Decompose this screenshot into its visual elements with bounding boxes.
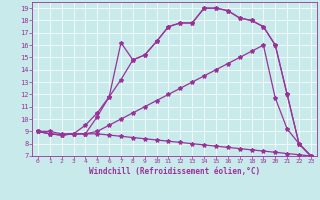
X-axis label: Windchill (Refroidissement éolien,°C): Windchill (Refroidissement éolien,°C)	[89, 167, 260, 176]
